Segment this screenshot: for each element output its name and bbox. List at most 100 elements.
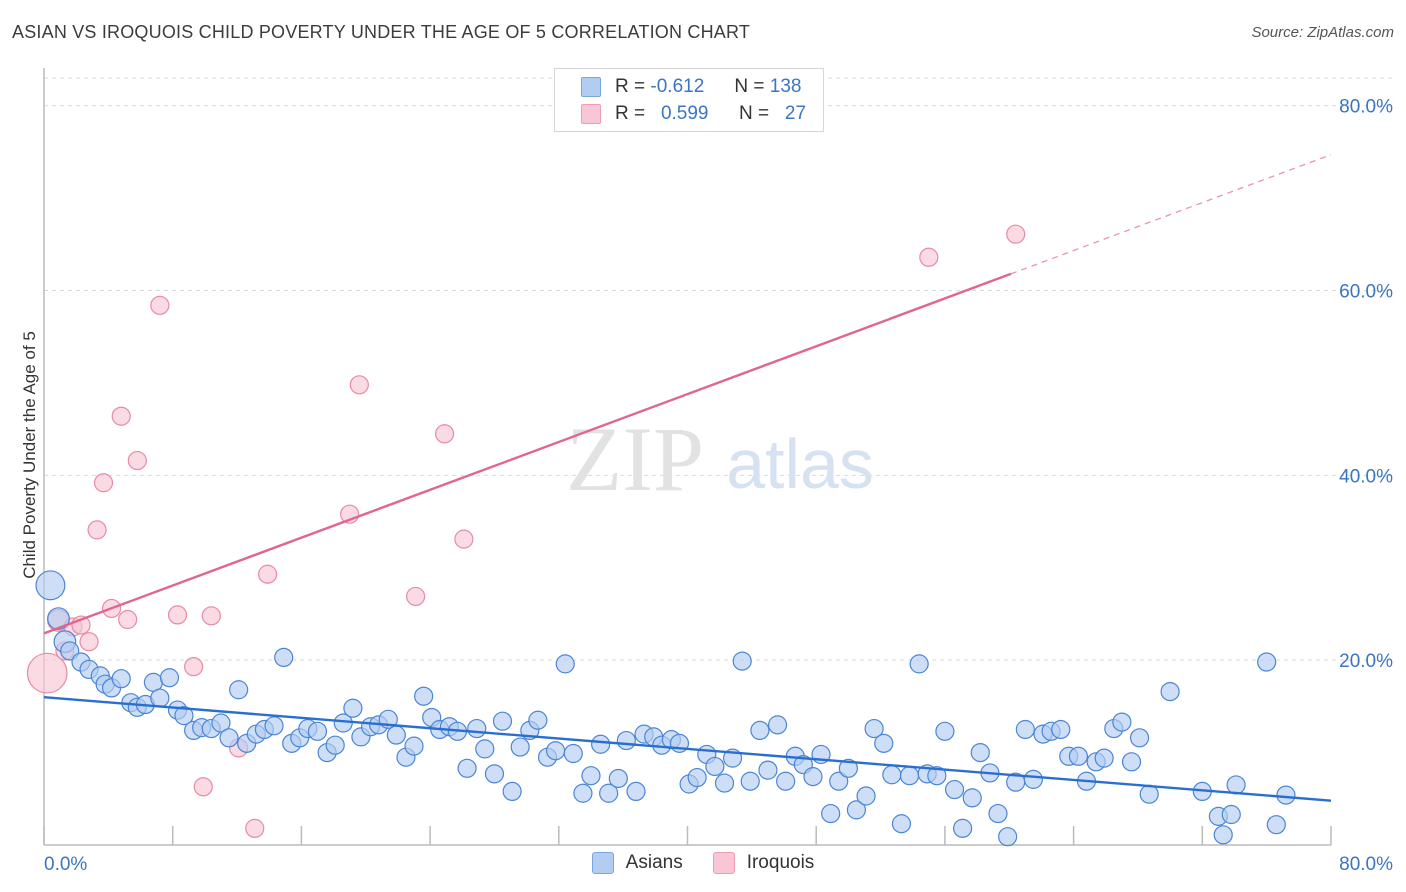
asian-point <box>47 607 70 630</box>
asian-point <box>343 698 363 718</box>
asian-point <box>1121 752 1142 772</box>
asian-point <box>705 756 725 777</box>
asian-point <box>732 651 752 671</box>
iroquois-point <box>87 520 107 540</box>
asian-point <box>856 786 876 806</box>
asian-point <box>1068 746 1089 766</box>
legend-row-asians: R = -0.612 N = 138 <box>581 75 801 99</box>
iroquois-point <box>1006 224 1026 244</box>
asian-point <box>1160 681 1180 702</box>
asian-point <box>599 783 619 803</box>
chart-title: ASIAN VS IROQUOIS CHILD POVERTY UNDER TH… <box>12 22 751 42</box>
asian-point <box>1266 815 1286 835</box>
asian-point <box>563 743 583 764</box>
asians-n-value: 138 <box>769 76 802 97</box>
grid-lines <box>44 77 1393 661</box>
asian-point <box>1023 769 1043 789</box>
asian-point <box>307 721 328 741</box>
asian-point <box>386 725 406 745</box>
asian-point <box>758 760 778 780</box>
iroquois-legend-swatch <box>712 852 735 874</box>
asian-point <box>935 721 955 741</box>
asian-point <box>803 767 823 787</box>
asian-point <box>750 720 770 741</box>
asian-point <box>159 668 180 688</box>
y-tick-label: 40.0% <box>1339 466 1393 487</box>
asian-point <box>899 766 920 786</box>
asian-point <box>591 734 611 754</box>
iroquois-point <box>258 564 278 584</box>
n-label: N = <box>738 103 770 124</box>
axes <box>43 68 1332 846</box>
iroquois-point <box>111 406 131 426</box>
asian-point <box>492 711 513 731</box>
iroquois-point <box>127 450 147 471</box>
legend-item-asians[interactable]: Asians <box>591 852 683 874</box>
asian-point <box>555 654 575 674</box>
iroquois-point <box>79 632 99 652</box>
legend-row-iroquois: R = 0.599 N = 27 <box>581 102 806 126</box>
iroquois-point <box>193 777 213 797</box>
asian-points <box>35 570 1296 847</box>
asian-point <box>325 735 345 755</box>
asian-point <box>404 736 424 756</box>
stats-legend: R = -0.612 N = 138 R = 0.599 N = 27 <box>554 68 824 132</box>
iroquois-point <box>118 609 138 630</box>
asian-point <box>111 669 131 689</box>
asian-point <box>864 718 884 739</box>
asian-point <box>510 737 530 757</box>
iroquois-trend-extension <box>1010 154 1332 275</box>
iroquois-point <box>245 818 265 838</box>
iroquois-point <box>201 606 221 626</box>
asian-point <box>767 715 788 735</box>
iroquois-point <box>454 529 474 549</box>
legend-item-iroquois[interactable]: Iroquois <box>712 852 814 874</box>
asian-point <box>1112 712 1132 732</box>
y-tick-label: 60.0% <box>1339 282 1393 303</box>
y-tick-label: 80.0% <box>1339 97 1393 118</box>
asian-point <box>1213 825 1233 845</box>
asian-point <box>274 647 294 668</box>
asian-point <box>1051 719 1071 740</box>
asian-point <box>776 771 796 791</box>
asian-point <box>545 741 566 761</box>
asian-point <box>944 779 965 800</box>
asian-point <box>970 742 990 763</box>
asian-point <box>35 570 66 601</box>
asian-point <box>626 781 646 802</box>
asian-point <box>882 765 902 785</box>
asian-point <box>573 783 593 803</box>
series-legend: Asians Iroquois <box>0 852 1406 874</box>
asian-point <box>909 654 929 674</box>
asian-point <box>1226 775 1246 795</box>
asian-point <box>467 718 487 739</box>
asian-point <box>829 771 849 791</box>
asian-point <box>581 766 601 786</box>
iroquois-point <box>919 247 939 267</box>
asian-point <box>229 680 249 700</box>
tick-labels: 20.0% 40.0% 60.0% 80.0% 0.0% 80.0% <box>44 97 1393 875</box>
y-tick-label: 20.0% <box>1339 651 1393 672</box>
asian-point <box>1094 748 1114 768</box>
asian-point <box>174 706 194 726</box>
trend-lines <box>43 154 1332 802</box>
asian-point <box>821 803 841 824</box>
iroquois-point <box>406 586 426 607</box>
asian-point <box>528 710 548 730</box>
asian-point <box>838 758 858 778</box>
asian-point <box>219 728 239 748</box>
iroquois-swatch <box>581 104 601 124</box>
asian-point <box>1129 728 1150 748</box>
asian-point <box>1015 719 1035 740</box>
x-tick-label: 80.0% <box>1339 854 1393 875</box>
asian-point <box>874 733 894 753</box>
asian-point <box>264 716 284 736</box>
iroquois-point <box>93 473 114 493</box>
asian-point <box>1257 652 1277 672</box>
asian-point <box>740 771 760 791</box>
iroquois-point <box>150 295 170 315</box>
asian-point <box>846 800 867 820</box>
asian-point <box>608 768 628 789</box>
watermark-zip: ZIP <box>566 408 704 510</box>
watermark-atlas: atlas <box>726 425 874 503</box>
